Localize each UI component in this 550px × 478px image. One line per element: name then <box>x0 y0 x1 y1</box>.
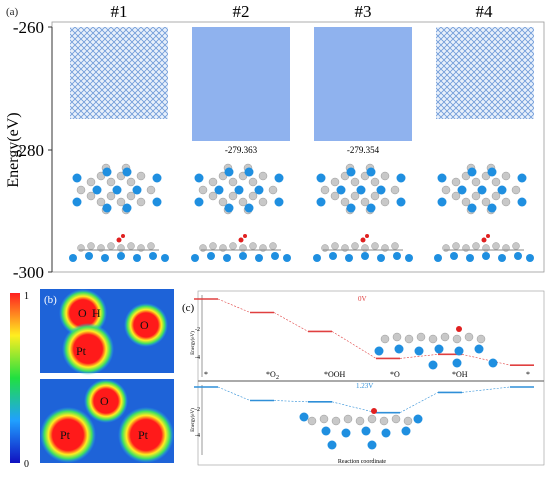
colorbar-max: 1 <box>24 291 29 302</box>
bar-2-value: -279.363 <box>225 145 258 155</box>
panel-c-ylabel-bottom: Energy(eV) <box>191 408 196 432</box>
step-label-1: *O <box>266 370 276 379</box>
column-4-header: #4 <box>476 2 494 21</box>
colorbar-min: 0 <box>24 459 29 470</box>
structure-side-3 <box>312 233 414 263</box>
step-connector-0-3 <box>399 354 439 359</box>
step-connector-0-4 <box>461 354 511 366</box>
panel-b-figure: 1 0 O H O Pt O Pt Pt (b) <box>10 289 174 470</box>
step-connector-0-1 <box>273 312 309 332</box>
step-label-5: * <box>526 370 530 379</box>
panel-c-ylabel-top: Energy(eV) <box>191 331 196 355</box>
density-bottom-o: O <box>100 394 109 408</box>
bar-2 <box>192 27 290 141</box>
panel-a-label: (a) <box>6 6 19 18</box>
bar-1 <box>70 27 168 119</box>
step-connector-0-2 <box>331 331 377 359</box>
series-1-23v-steps <box>194 386 534 414</box>
structure-top-2 <box>194 163 284 215</box>
step-connector-0-0 <box>217 298 251 313</box>
step-connector-1-4 <box>461 386 511 393</box>
step-connector-1-0 <box>217 386 251 401</box>
structure-side-2 <box>190 233 292 263</box>
column-2-header: #2 <box>233 2 250 21</box>
column-3-header: #3 <box>355 2 372 21</box>
step-connector-1-2 <box>331 401 377 413</box>
step-connector-1-1 <box>273 400 309 403</box>
panel-a-ytick-1: -280 <box>13 141 44 160</box>
column-1-header: #1 <box>111 2 128 21</box>
structure-side-4 <box>433 233 535 263</box>
panel-a-ytick-0: -260 <box>13 18 44 37</box>
step-connector-1-3 <box>399 392 439 413</box>
density-bottom-pt2: Pt <box>138 428 149 442</box>
bar-4 <box>436 27 534 119</box>
step-label-1-sub: 2 <box>276 375 279 381</box>
bar-3-value: -279.354 <box>347 145 380 155</box>
structure-side-1 <box>68 233 170 263</box>
panel-a-ytick-2: -300 <box>13 263 44 282</box>
density-top-o1: O <box>78 306 87 320</box>
panel-b-label: (b) <box>44 294 57 306</box>
density-top-pt: Pt <box>76 344 87 358</box>
panel-a-ylabel: Energy(eV) <box>5 112 22 187</box>
density-top-o2: O <box>140 318 149 332</box>
bar-3 <box>314 27 412 141</box>
structure-top-3 <box>316 163 406 215</box>
panel-c-ytick-bottom-0: -2 <box>195 407 200 413</box>
panel-a-figure: -260 -280 -300 Energy(eV) #1 #2 #3 #4 -2… <box>5 2 545 282</box>
density-top-h: H <box>92 306 101 320</box>
inset-structure-bottom <box>299 408 423 450</box>
structure-top-4 <box>437 163 527 215</box>
panel-c-xlabel: Reaction coordinate <box>338 459 386 465</box>
step-label-3: *O <box>390 370 400 379</box>
structure-top-1 <box>72 163 162 215</box>
panel-c-ytick-top-0: -2 <box>195 327 200 333</box>
series-0v-steps <box>194 298 534 366</box>
series-label-1-23v: 1.23V <box>356 382 373 390</box>
panel-c-label: (c) <box>182 302 195 314</box>
density-bottom-pt1: Pt <box>60 428 71 442</box>
inset-structure-top <box>374 326 498 370</box>
step-label-4: *OH <box>452 370 468 379</box>
panel-c-ytick-bottom-1: -4 <box>195 433 200 439</box>
step-label-2: *OOH <box>324 370 346 379</box>
panel-c-figure: (c) Energy(eV) -2 -4 0V * *O 2 *OOH *O *… <box>182 290 545 466</box>
panel-c-ytick-top-1: -4 <box>195 355 200 361</box>
series-label-0v: 0V <box>358 295 367 303</box>
step-label-0: * <box>204 370 208 379</box>
